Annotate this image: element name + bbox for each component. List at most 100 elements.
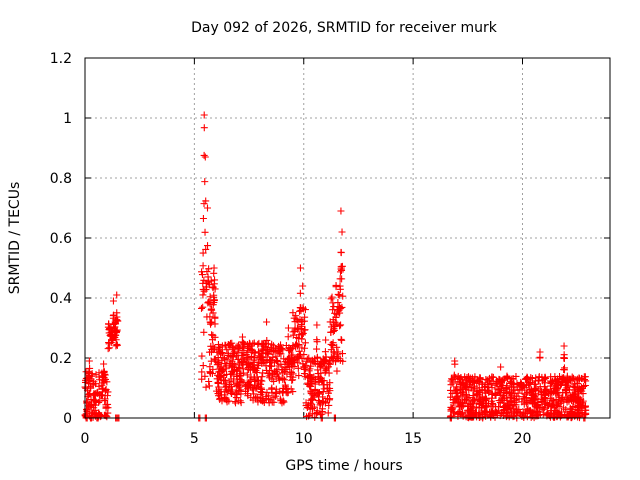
data-point [510,409,518,417]
data-point [276,344,284,352]
data-point [104,345,112,353]
data-point [337,249,345,257]
data-point [259,395,267,403]
data-point [292,340,300,348]
data-point [233,391,241,399]
data-point [567,392,575,400]
y-tick-label: 0.4 [50,291,72,307]
data-point [296,264,304,272]
data-point [468,406,476,414]
data-point [496,383,504,391]
data-point [504,401,512,409]
data-point [557,408,565,416]
data-point [506,388,514,396]
data-point [502,413,510,421]
data-point [259,369,267,377]
data-point [229,344,237,352]
data-point [254,348,262,356]
data-point [492,391,500,399]
data-point [109,336,117,344]
data-point [200,328,208,336]
data-point [202,245,210,253]
data-point [336,282,344,290]
data-point [338,228,346,236]
data-point [294,364,302,372]
data-point [532,384,540,392]
data-point [113,326,121,334]
data-point [209,301,217,309]
data-point [257,384,265,392]
data-point [496,390,504,398]
data-point [201,153,209,161]
data-point [517,382,525,390]
data-point [207,319,215,327]
data-point [268,371,276,379]
data-point [315,389,323,397]
data-point [97,392,105,400]
data-point [218,342,226,350]
data-point [523,374,531,382]
data-point [102,403,110,411]
data-point [562,396,570,404]
x-tick-label: 15 [404,431,422,447]
data-point [544,409,552,417]
data-point [294,317,302,325]
data-point [503,402,511,410]
data-point [267,362,275,370]
data-point [272,352,280,360]
data-point [313,345,321,353]
data-point [466,405,474,413]
data-point [260,340,268,348]
data-point [234,364,242,372]
data-point [246,377,254,385]
data-point [560,404,568,412]
data-point [223,346,231,354]
data-point [566,393,574,401]
data-point [334,355,342,363]
data-point [251,373,259,381]
data-point [332,281,340,289]
data-point [86,376,94,384]
data-point [99,385,107,393]
data-point [552,376,560,384]
data-point [287,368,295,376]
data-point [482,375,490,383]
data-point [107,331,115,339]
data-point [299,282,307,290]
data-point [292,343,300,351]
data-point [201,178,209,186]
data-point [528,391,536,399]
data-point [204,204,211,212]
plot-frame [84,57,611,419]
data-point [254,398,262,406]
data-point [257,391,265,399]
data-point [91,401,99,409]
data-point [296,351,304,359]
data-point [86,364,94,372]
data-point [199,249,207,257]
data-point [279,389,287,397]
data-point [526,379,534,387]
data-point [226,370,234,378]
data-point [207,277,215,285]
data-point [560,351,568,359]
data-point [449,399,457,407]
data-point [205,298,213,306]
data-point [470,385,478,393]
data-point [286,347,294,355]
data-point [202,383,210,391]
data-point [236,344,244,352]
data-point [266,357,274,365]
data-point [460,390,468,398]
data-point [452,383,460,391]
data-point [89,381,97,389]
data-point [497,377,505,385]
data-point [248,347,256,355]
data-point [466,376,474,384]
data-point [518,386,526,394]
data-point [316,375,324,383]
data-point [337,335,345,343]
chart-title: Day 092 of 2026, SRMTID for receiver mur… [191,20,498,36]
data-point [298,335,306,343]
data-point [307,377,315,385]
